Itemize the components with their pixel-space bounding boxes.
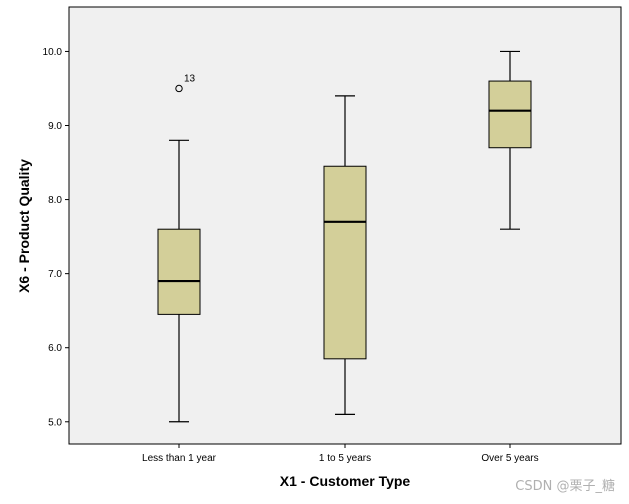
y-axis: 5.0 6.0 7.0 8.0 9.0 10.0	[43, 47, 69, 428]
boxes: 13	[157, 50, 532, 423]
box-group	[323, 95, 367, 415]
y-tick-label: 9.0	[48, 121, 62, 132]
outlier-label: 13	[184, 73, 196, 84]
x-axis: Less than 1 year 1 to 5 years Over 5 years	[142, 444, 539, 464]
x-axis-title: X1 - Customer Type	[280, 473, 411, 489]
iqr-box	[488, 80, 532, 149]
iqr-box	[323, 165, 367, 360]
box-group	[488, 50, 532, 230]
x-tick-label: Less than 1 year	[142, 453, 217, 464]
y-axis-title: X6 - Product Quality	[16, 159, 32, 293]
watermark: CSDN @栗子_糖	[515, 479, 615, 494]
box-group: 13	[157, 73, 201, 423]
outlier-point	[175, 84, 183, 93]
y-tick-label: 6.0	[48, 343, 62, 354]
iqr-box	[157, 228, 201, 315]
x-tick-label: Over 5 years	[481, 453, 538, 464]
y-tick-label: 7.0	[48, 269, 62, 280]
y-tick-label: 8.0	[48, 195, 62, 206]
y-tick-label: 10.0	[43, 47, 63, 58]
y-tick-label: 5.0	[48, 417, 62, 428]
x-tick-label: 1 to 5 years	[319, 453, 371, 464]
